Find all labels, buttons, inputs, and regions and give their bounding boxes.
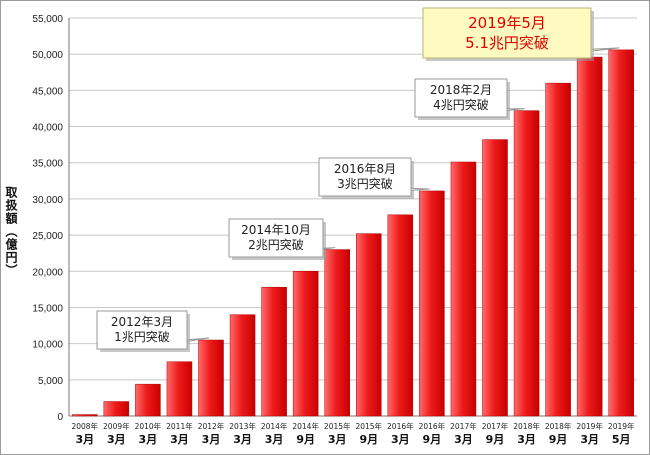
x-tick-year: 2009年	[103, 421, 130, 431]
y-tick-label: 50,000	[32, 50, 63, 61]
x-tick-month: 3月	[139, 433, 158, 446]
x-tick-month: 9月	[296, 433, 315, 446]
x-tick-year: 2018年	[513, 421, 540, 431]
y-tick-label: 0	[57, 412, 63, 423]
bar	[229, 314, 256, 417]
callout-box	[96, 310, 188, 350]
bar	[292, 271, 319, 417]
callout: 2019年5月 5.1兆円突破	[422, 7, 620, 61]
bar	[135, 383, 161, 417]
bar	[261, 286, 287, 417]
bar	[166, 361, 193, 417]
y-tick-label: 20,000	[32, 267, 63, 278]
bar	[419, 190, 445, 417]
x-tick-month: 3月	[454, 433, 473, 446]
x-tick-year: 2017年	[482, 421, 509, 431]
x-tick-year: 2018年	[545, 421, 572, 431]
callout-text: 5.1兆円突破	[465, 34, 549, 52]
bar	[608, 49, 634, 417]
bar	[198, 339, 224, 417]
bar	[387, 214, 414, 417]
x-tick-year: 2019年	[576, 421, 603, 431]
y-tick-label: 45,000	[32, 86, 63, 97]
x-tick-month: 9月	[359, 433, 378, 446]
callout-text: 2018年2月	[430, 83, 492, 97]
y-tick-label: 30,000	[32, 195, 63, 206]
x-tick-year: 2010年	[135, 421, 162, 431]
x-tick-month: 5月	[612, 433, 631, 446]
x-tick-month: 3月	[75, 433, 94, 446]
x-tick-month: 9月	[486, 433, 505, 446]
callout-text: 2016年8月	[334, 162, 396, 176]
callout-text: 3兆円突破	[337, 176, 393, 191]
callout-box	[414, 78, 508, 118]
x-tick-month: 9月	[423, 433, 442, 446]
x-tick-month: 9月	[549, 433, 568, 446]
x-tick-year: 2012年	[198, 421, 225, 431]
callout-box	[318, 157, 412, 197]
callout-text: 2兆円突破	[248, 237, 304, 252]
bar	[103, 401, 130, 417]
x-tick-year: 2014年	[261, 421, 288, 431]
callouts: 2012年3月1兆円突破2014年10月2兆円突破2016年8月3兆円突破201…	[96, 7, 620, 352]
x-tick-year: 2015年	[355, 421, 382, 431]
callout-box	[228, 218, 324, 258]
x-tick-year: 2011年	[166, 421, 193, 431]
bar	[576, 56, 603, 417]
callout-text: 1兆円突破	[114, 329, 170, 344]
x-tick-year: 2008年	[71, 421, 98, 431]
y-tick-label: 55,000	[32, 14, 63, 25]
x-tick-year: 2013年	[229, 421, 256, 431]
bar	[450, 161, 477, 417]
x-tick-labels: 2008年 3月 2009年 3月 2010年 3月 2011年 3月 2012年 3月 2013年…	[71, 421, 635, 446]
x-tick-month: 3月	[107, 433, 126, 446]
x-tick-month: 3月	[580, 433, 599, 446]
y-tick-label: 5,000	[38, 376, 63, 387]
x-tick-month: 3月	[265, 433, 284, 446]
y-tick-label: 35,000	[32, 159, 63, 170]
bar	[72, 414, 98, 417]
callout-text: 2014年10月	[241, 223, 311, 237]
x-tick-year: 2016年	[419, 421, 446, 431]
x-tick-year: 2016年	[387, 421, 414, 431]
bar	[324, 249, 350, 417]
x-tick-month: 3月	[328, 433, 347, 446]
bar	[513, 110, 540, 417]
x-tick-month: 3月	[202, 433, 221, 446]
y-axis-title: 取扱額（億円）	[4, 186, 18, 277]
x-tick-month: 3月	[170, 433, 189, 446]
x-tick-month: 3月	[391, 433, 410, 446]
x-tick-month: 3月	[233, 433, 252, 446]
y-tick-label: 40,000	[32, 123, 63, 134]
callout-box	[422, 7, 592, 59]
x-tick-year: 2019年	[608, 421, 635, 431]
callout-text: 2019年5月	[468, 14, 546, 32]
y-tick-label: 15,000	[32, 303, 63, 314]
x-tick-year: 2017年	[450, 421, 477, 431]
x-tick-year: 2014年	[292, 421, 319, 431]
y-tick-label: 10,000	[32, 340, 63, 351]
x-tick-year: 2015年	[324, 421, 351, 431]
callout-text: 2012年3月	[111, 315, 173, 329]
y-tick-labels: 0 5,000 10,000 15,000 20,000 25,000 30,000 35,0…	[32, 14, 63, 423]
bar	[482, 139, 508, 417]
y-tick-label: 25,000	[32, 231, 63, 242]
x-tick-month: 3月	[517, 433, 536, 446]
bar	[356, 233, 382, 417]
bars	[72, 49, 634, 417]
callout-text: 4兆円突破	[433, 97, 489, 112]
bar	[545, 82, 571, 417]
